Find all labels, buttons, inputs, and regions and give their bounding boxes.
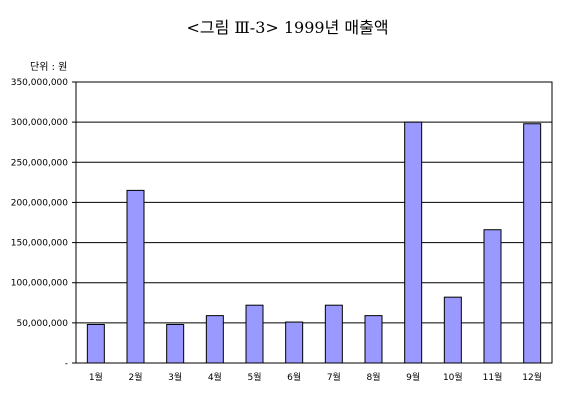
bar-2 [126,189,145,364]
x-tick-label: 10월 [443,371,463,383]
bar-7 [324,304,343,364]
bar-12 [523,123,542,364]
x-tick-label: 2월 [128,371,142,383]
x-tick-label: 4월 [208,371,222,383]
x-tick-label: 11월 [483,371,503,383]
x-tick-label: 12월 [522,371,542,383]
x-tick-label: 6월 [287,371,301,383]
x-tick-label: 3월 [168,371,182,383]
x-tick-label: 7월 [327,371,341,383]
y-tick-label: 200,000,000 [11,198,69,208]
y-tick-label: 350,000,000 [11,78,69,88]
bar-10 [443,296,462,364]
bar-11 [483,229,502,364]
plot-frame [75,81,553,364]
chart-title: <그림 Ⅲ-3> 1999년 매출액 [186,18,389,37]
y-tick-label: 250,000,000 [11,158,69,168]
bar-9 [404,121,423,364]
y-tick-label: 50,000,000 [16,319,68,329]
x-tick-label: 5월 [247,371,261,383]
y-tick-label: 150,000,000 [11,239,69,249]
bar-1 [86,323,105,364]
bar-8 [364,315,383,364]
y-tick-label: 300,000,000 [11,118,69,128]
unit-label: 단위 : 원 [30,62,68,73]
bar-4 [205,315,224,364]
x-tick-label: 8월 [366,371,380,383]
y-tick-label: 100,000,000 [11,279,69,289]
bar-6 [285,321,304,364]
x-tick-label: 9월 [406,371,420,383]
bar-5 [245,304,264,364]
bar-3 [166,323,185,364]
y-tick-label: - [65,359,68,369]
x-tick-label: 1월 [89,371,103,383]
